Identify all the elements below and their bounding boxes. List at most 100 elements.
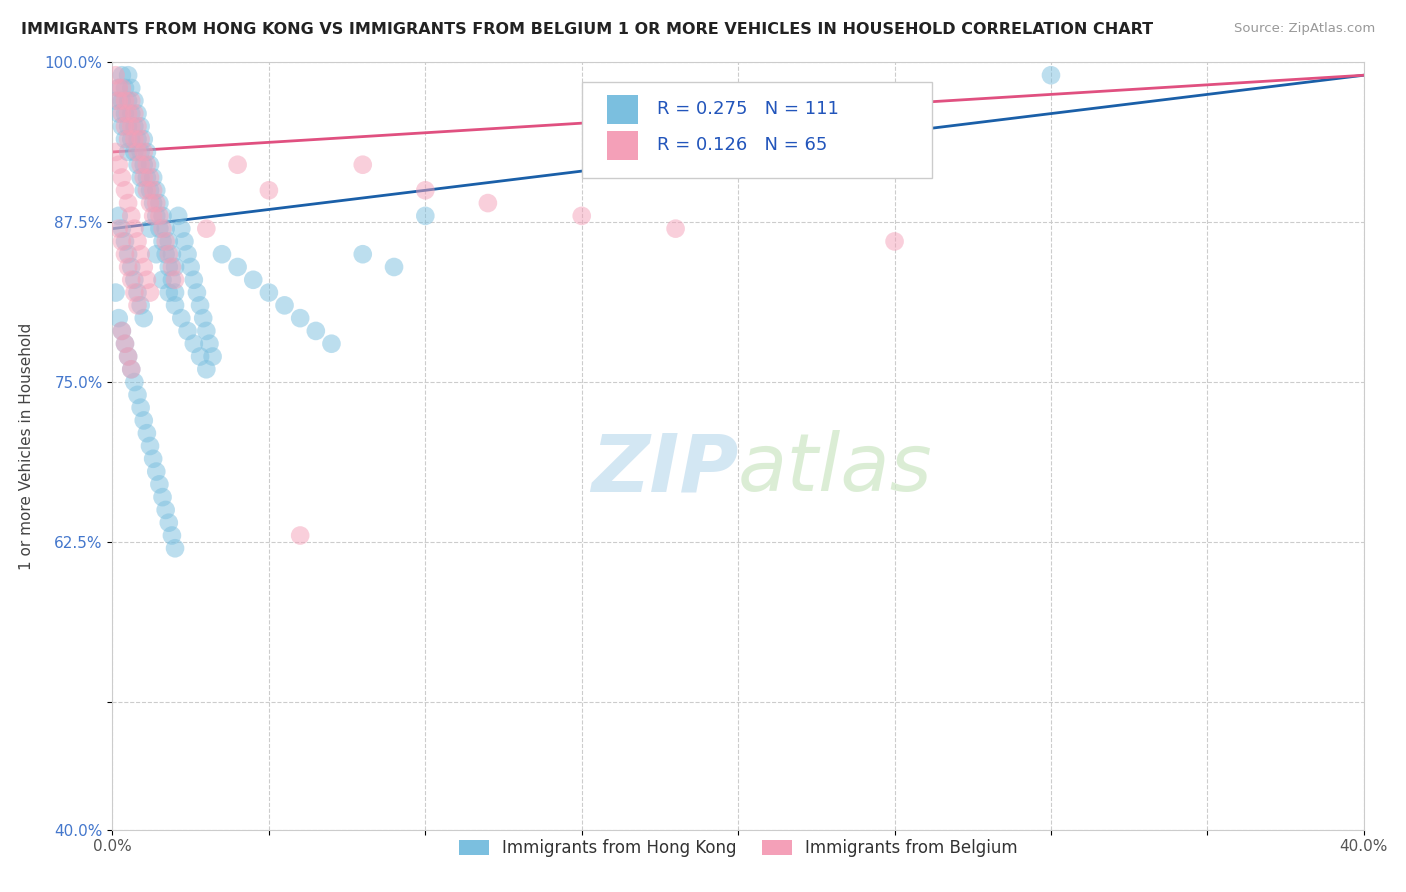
Point [129,145,152,159]
Point [127,106,149,120]
Point [163,273,186,287]
Point [132,413,155,427]
Point [135,273,157,287]
Point [129,298,152,312]
Point [176,247,198,261]
Point [160,260,183,274]
Point [114,132,136,146]
Point [152,209,174,223]
Point [107,158,129,172]
Point [124,120,146,134]
Point [120,132,142,146]
Point [257,183,280,197]
Point [114,106,136,120]
Point [193,311,215,326]
Point [124,273,146,287]
Point [148,209,170,223]
Point [104,285,127,300]
Point [124,94,146,108]
Point [163,260,186,274]
Point [114,336,136,351]
Point [142,451,165,466]
Point [152,273,174,287]
Point [198,336,221,351]
Y-axis label: 1 or more Vehicles in Household: 1 or more Vehicles in Household [18,322,34,570]
Point [111,324,134,338]
Point [120,209,142,223]
Point [352,158,374,172]
Point [120,106,142,120]
Point [129,247,152,261]
Point [127,158,149,172]
Point [571,209,593,223]
Point [124,106,146,120]
Point [132,158,155,172]
Point [120,120,142,134]
Point [139,285,162,300]
Point [117,94,139,108]
Point [117,132,139,146]
Point [242,273,264,287]
Text: IMMIGRANTS FROM HONG KONG VS IMMIGRANTS FROM BELGIUM 1 OR MORE VEHICLES IN HOUSE: IMMIGRANTS FROM HONG KONG VS IMMIGRANTS … [21,22,1153,37]
Point [477,196,499,211]
Point [139,196,162,211]
Point [352,247,374,261]
Point [135,145,157,159]
Point [124,285,146,300]
Point [883,235,905,249]
Point [132,183,155,197]
Legend: Immigrants from Hong Kong, Immigrants from Belgium: Immigrants from Hong Kong, Immigrants fr… [453,832,1024,863]
Point [107,221,129,235]
Point [183,273,205,287]
Point [132,132,155,146]
Point [145,183,167,197]
Point [127,145,149,159]
Point [107,81,129,95]
Point [188,350,211,364]
Point [157,285,180,300]
Point [180,260,202,274]
Point [290,311,312,326]
Point [111,81,134,95]
Point [148,196,170,211]
Point [129,170,152,185]
Point [114,247,136,261]
Point [160,273,183,287]
Point [127,388,149,402]
Point [127,132,149,146]
Text: ZIP: ZIP [591,430,738,508]
Point [188,298,211,312]
Point [107,209,129,223]
Point [163,298,186,312]
Point [129,158,152,172]
Point [139,439,162,453]
Point [117,120,139,134]
Point [135,158,157,172]
Point [117,260,139,274]
Text: R = 0.275   N = 111: R = 0.275 N = 111 [657,100,839,119]
Point [104,145,127,159]
Point [163,541,186,556]
Point [152,490,174,504]
Point [145,209,167,223]
Point [107,311,129,326]
Point [124,375,146,389]
Point [1039,68,1063,82]
Point [117,106,139,120]
Point [157,235,180,249]
Point [114,94,136,108]
Point [195,362,218,376]
Point [226,158,249,172]
Point [111,235,134,249]
FancyBboxPatch shape [607,95,638,124]
Point [142,183,165,197]
Point [415,183,437,197]
Point [127,120,149,134]
Point [107,94,129,108]
Point [124,132,146,146]
Point [142,170,165,185]
Point [117,196,139,211]
Point [139,183,162,197]
Point [135,183,157,197]
Point [145,247,167,261]
